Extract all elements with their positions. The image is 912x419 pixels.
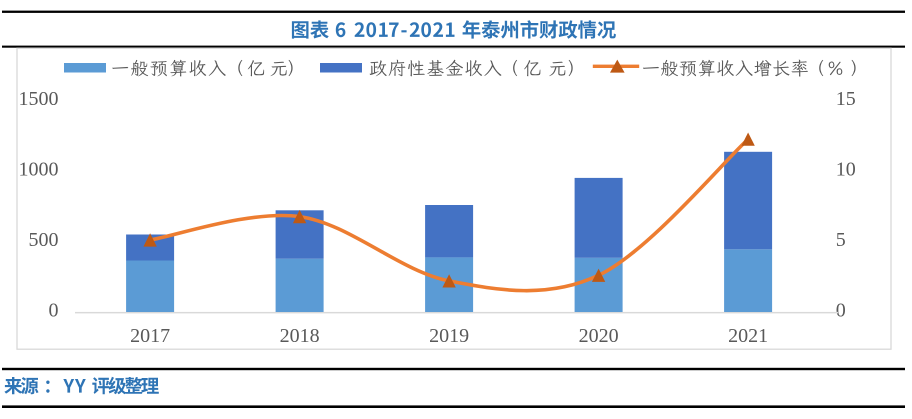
svg-text:2018: 2018: [280, 325, 320, 347]
svg-text:0: 0: [836, 300, 846, 322]
svg-text:2020: 2020: [579, 325, 619, 347]
svg-text:0: 0: [49, 300, 59, 322]
svg-text:2021: 2021: [728, 325, 768, 347]
svg-text:15: 15: [836, 88, 856, 110]
svg-text:5: 5: [836, 229, 846, 251]
svg-text:2019: 2019: [429, 325, 469, 347]
svg-text:1000: 1000: [19, 159, 59, 181]
svg-text:1500: 1500: [19, 88, 59, 110]
svg-text:500: 500: [29, 229, 59, 251]
svg-text:10: 10: [836, 159, 856, 181]
svg-text:2017: 2017: [130, 325, 170, 347]
